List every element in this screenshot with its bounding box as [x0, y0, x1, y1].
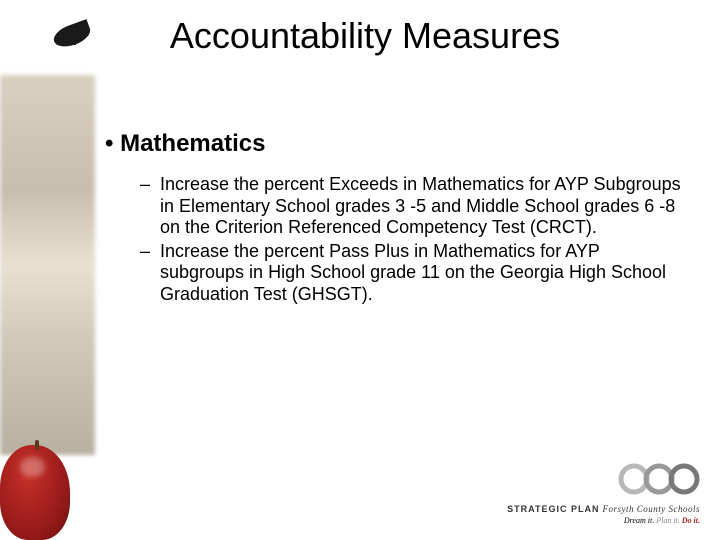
- left-sidebar-decoration: [0, 0, 100, 540]
- red-apple-icon: [0, 445, 70, 540]
- sub-bullet-item: Increase the percent Exceeds in Mathemat…: [140, 174, 685, 239]
- stem-shape: [73, 33, 76, 45]
- rings-icon: [618, 463, 700, 495]
- apple-stem: [35, 440, 39, 450]
- apple-outline-icon: [45, 25, 105, 80]
- logo-tagline: Dream it. Plan it. Do it.: [490, 516, 700, 525]
- tagline-plan: Plan it.: [656, 516, 680, 525]
- sub-bullet-item: Increase the percent Pass Plus in Mathem…: [140, 241, 685, 306]
- apple-highlight: [20, 457, 45, 477]
- tagline-dream: Dream it.: [624, 516, 654, 525]
- logo-main-text: STRATEGIC PLAN: [507, 504, 599, 514]
- footer-logo: STRATEGIC PLAN Forsyth County Schools Dr…: [490, 463, 700, 525]
- logo-text-line: STRATEGIC PLAN Forsyth County Schools: [490, 504, 700, 514]
- slide-content: Mathematics Increase the percent Exceeds…: [105, 130, 685, 308]
- main-bullet: Mathematics: [105, 130, 685, 158]
- leaf-shape: [51, 19, 94, 51]
- logo-sub-text: Forsyth County Schools: [603, 504, 701, 514]
- slide-title: Accountability Measures: [140, 15, 590, 56]
- sub-bullet-list: Increase the percent Exceeds in Mathemat…: [140, 174, 685, 306]
- tagline-do: Do it.: [682, 516, 700, 525]
- blurred-background-image: [0, 75, 95, 455]
